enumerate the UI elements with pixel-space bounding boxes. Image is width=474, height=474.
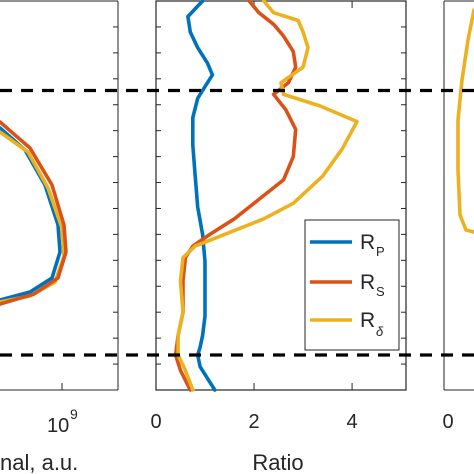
left-curve-2 <box>0 120 68 306</box>
middle-panel-axes-box <box>155 0 407 391</box>
middle-x-tick-label: 2 <box>248 411 259 433</box>
middle-x-tick-label: 0 <box>150 411 161 433</box>
middle-panel: 0 2 4 Ratio R P R S R δ <box>150 0 407 474</box>
left-panel-curves <box>0 120 68 306</box>
left-tick-label-base: 10 <box>47 415 69 437</box>
legend-box <box>304 219 400 351</box>
legend-label-rdelta-sub: δ <box>376 324 384 339</box>
legend: R P R S R δ <box>304 219 400 351</box>
series-line-2 <box>176 0 359 392</box>
series-line-1 <box>173 0 298 392</box>
middle-panel-series <box>173 0 359 392</box>
right-panel: 0 <box>442 0 474 433</box>
left-panel-y-ticks <box>113 26 118 365</box>
middle-panel-xlabel: Ratio <box>252 450 303 474</box>
right-tick-label-0: 0 <box>442 411 453 433</box>
legend-label-rp-sub: P <box>376 244 385 259</box>
middle-panel-y-ticks <box>156 26 406 365</box>
reference-lines <box>0 88 474 357</box>
middle-panel-x-ticks: 0 2 4 <box>150 1 358 433</box>
middle-x-tick-label: 4 <box>347 411 358 433</box>
left-panel: 10 9 nal, a.u. <box>0 0 119 474</box>
left-panel-xlabel: nal, a.u. <box>0 450 78 474</box>
left-tick-label-exponent: 9 <box>70 406 78 422</box>
right-panel-curve <box>456 8 474 234</box>
legend-label-rs: R <box>360 271 375 294</box>
legend-label-rs-sub: S <box>376 284 385 299</box>
legend-label-rdelta: R <box>360 309 375 332</box>
legend-label-rp: R <box>360 231 375 254</box>
series-line-0 <box>186 0 217 392</box>
